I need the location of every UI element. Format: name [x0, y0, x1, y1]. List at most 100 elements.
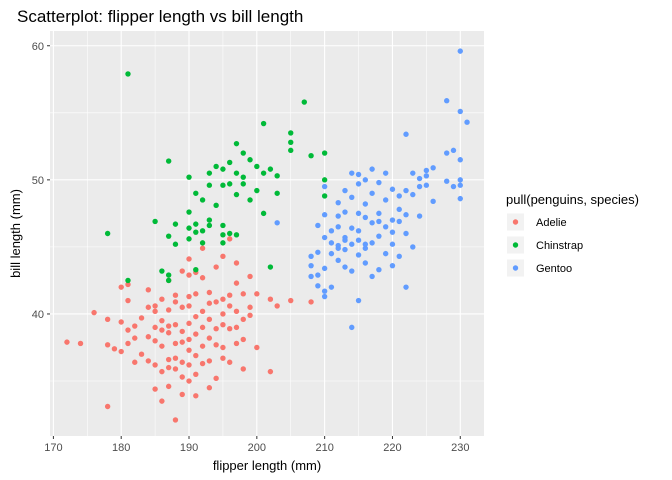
- data-point: [186, 225, 192, 231]
- data-point: [247, 197, 253, 203]
- data-point: [274, 220, 280, 226]
- data-point: [132, 335, 138, 341]
- y-axis-title: bill length (mm): [8, 189, 23, 278]
- data-point: [416, 213, 423, 219]
- data-point: [152, 362, 158, 368]
- legend-title: pull(penguins, species): [506, 192, 639, 207]
- data-point: [382, 250, 389, 257]
- data-point: [355, 228, 362, 234]
- x-axis-ticks: 170 180 190 200 210 220 230: [44, 436, 469, 454]
- legend-label: Gentoo: [536, 263, 572, 275]
- data-point: [457, 182, 463, 188]
- data-point: [240, 366, 246, 372]
- data-point: [165, 364, 172, 371]
- data-point: [199, 197, 206, 203]
- data-point: [328, 284, 335, 290]
- data-point: [410, 170, 416, 176]
- data-point: [362, 201, 369, 207]
- data-point: [288, 297, 294, 304]
- data-point: [193, 393, 199, 399]
- data-point: [382, 170, 389, 176]
- gridlines: [50, 31, 484, 436]
- data-point: [321, 293, 328, 300]
- chart-title: Scatterplot: flipper length vs bill leng…: [17, 7, 303, 26]
- data-point: [389, 229, 396, 235]
- data-point: [125, 340, 131, 347]
- data-point: [362, 241, 369, 247]
- data-point: [321, 150, 328, 156]
- data-point: [125, 71, 131, 77]
- x-tick-label: 200: [248, 442, 266, 454]
- data-point: [165, 383, 172, 390]
- legend-label: Chinstrap: [536, 240, 583, 252]
- data-point: [233, 232, 240, 238]
- data-point: [430, 198, 436, 205]
- data-point: [227, 230, 233, 237]
- data-point: [172, 366, 179, 372]
- data-point: [111, 346, 118, 352]
- data-point: [118, 348, 124, 355]
- data-point: [104, 316, 111, 323]
- data-point: [355, 237, 362, 243]
- data-point: [220, 296, 226, 302]
- data-point: [220, 240, 226, 246]
- data-point: [227, 236, 233, 242]
- data-point: [165, 277, 172, 284]
- data-point: [186, 293, 192, 300]
- data-point: [125, 297, 131, 304]
- data-point: [206, 222, 213, 229]
- data-point: [342, 234, 348, 241]
- data-point: [227, 292, 233, 298]
- data-point: [389, 262, 396, 269]
- data-point: [220, 311, 226, 317]
- data-point: [267, 368, 274, 375]
- data-point: [240, 181, 246, 187]
- data-point: [369, 166, 375, 172]
- data-point: [220, 166, 226, 172]
- data-point: [247, 273, 253, 280]
- data-point: [301, 99, 307, 105]
- data-point: [335, 199, 341, 206]
- data-point: [172, 340, 179, 347]
- data-point: [321, 265, 328, 272]
- data-point: [186, 362, 192, 368]
- data-points: [64, 48, 470, 423]
- data-point: [423, 173, 430, 179]
- data-point: [159, 398, 165, 404]
- data-point: [193, 229, 199, 235]
- data-point: [362, 177, 369, 183]
- data-point: [199, 245, 206, 251]
- data-point: [382, 224, 389, 230]
- data-point: [179, 374, 185, 380]
- data-point: [389, 241, 396, 247]
- data-point: [430, 165, 436, 171]
- data-point: [165, 323, 172, 329]
- x-tick-label: 190: [180, 442, 198, 454]
- data-point: [423, 167, 430, 174]
- data-point: [376, 210, 382, 217]
- data-point: [396, 206, 402, 213]
- data-point: [315, 283, 321, 289]
- data-point: [457, 195, 463, 202]
- data-point: [247, 312, 253, 319]
- data-point: [254, 163, 260, 170]
- data-point: [321, 234, 328, 241]
- data-point: [308, 253, 314, 259]
- data-point: [308, 262, 314, 269]
- y-tick-label: 40: [32, 309, 44, 321]
- data-point: [233, 260, 240, 266]
- data-point: [240, 336, 246, 343]
- data-point: [227, 359, 233, 365]
- y-axis-ticks: 40 50 60: [32, 41, 50, 321]
- data-point: [152, 338, 158, 344]
- y-tick-label: 50: [32, 175, 44, 187]
- data-point: [199, 228, 206, 234]
- data-point: [260, 210, 267, 217]
- data-point: [199, 360, 206, 367]
- data-point: [321, 288, 328, 294]
- data-point: [152, 308, 158, 314]
- data-point: [376, 179, 382, 186]
- data-point: [165, 330, 172, 336]
- data-point: [186, 256, 192, 262]
- data-point: [227, 303, 233, 309]
